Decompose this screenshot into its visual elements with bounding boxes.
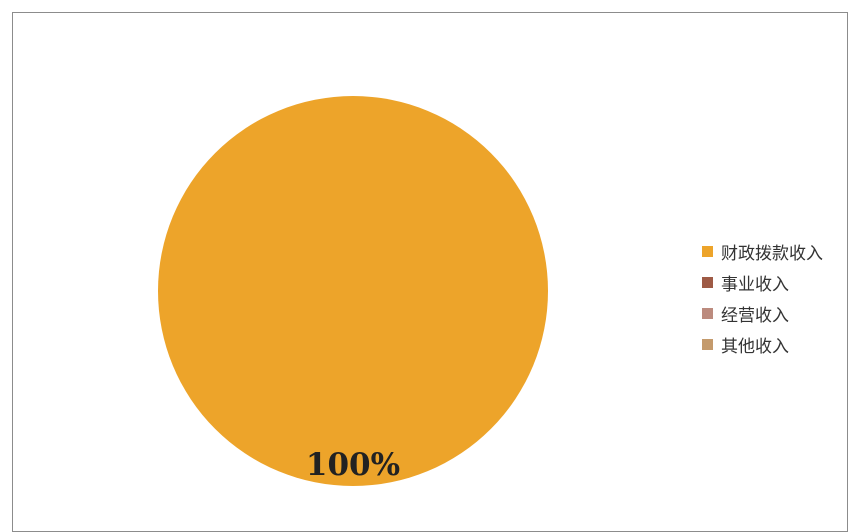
legend-label-2: 经营收入 — [721, 306, 789, 326]
pie-slice-0 — [158, 96, 548, 486]
pie-data-labels: 100% — [306, 447, 400, 483]
legend-swatch-1 — [702, 277, 713, 288]
chart-legend: 财政拨款收入 事业收入 经营收入 其他收入 — [702, 236, 823, 360]
legend-label-0: 财政拨款收入 — [721, 244, 823, 264]
pie-slices — [158, 96, 548, 486]
legend-swatch-3 — [702, 339, 713, 350]
legend-label-3: 其他收入 — [721, 337, 789, 357]
legend-swatch-2 — [702, 308, 713, 319]
pie-data-label-0: 100% — [306, 447, 400, 483]
legend-item-0: 财政拨款收入 — [702, 236, 823, 267]
legend-item-1: 事业收入 — [702, 267, 823, 298]
legend-item-2: 经营收入 — [702, 298, 823, 329]
legend-swatch-0 — [702, 246, 713, 257]
legend-label-1: 事业收入 — [721, 275, 789, 295]
legend-item-3: 其他收入 — [702, 329, 823, 360]
